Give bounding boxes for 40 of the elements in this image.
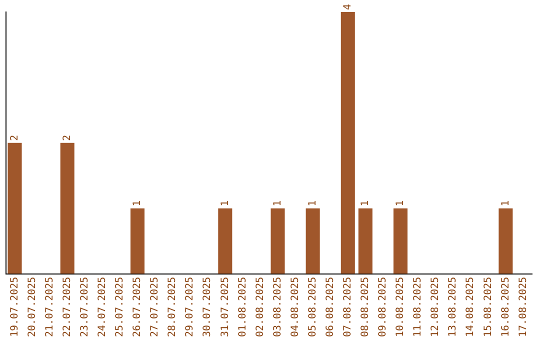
x-tick-label: 05.08.2025 — [307, 276, 318, 338]
data-label: 1 — [360, 200, 372, 206]
x-tick-label: 24.07.2025 — [97, 276, 108, 338]
data-label: 1 — [220, 200, 231, 206]
x-tick-label: 04.08.2025 — [290, 276, 301, 338]
x-tick-label: 30.07.2025 — [202, 276, 214, 338]
data-label: 1 — [272, 200, 284, 206]
x-tick-label: 26.07.2025 — [132, 276, 144, 338]
data-label: 1 — [395, 200, 406, 206]
x-tick-label: 22.07.2025 — [62, 276, 73, 338]
data-label: 2 — [62, 134, 73, 141]
x-tick-label: 14.08.2025 — [465, 276, 476, 338]
x-tick-label: 17.08.2025 — [518, 276, 529, 338]
x-tick-label: 07.08.2025 — [342, 276, 354, 338]
data-label: 1 — [307, 200, 318, 206]
x-tick-label: 16.08.2025 — [500, 276, 512, 338]
x-tick-label: 29.07.2025 — [184, 276, 196, 338]
x-tick-label: 25.07.2025 — [114, 276, 126, 338]
x-tick-label: 21.07.2025 — [44, 276, 56, 338]
x-tick-label: 01.08.2025 — [237, 276, 248, 338]
x-tick-label: 20.07.2025 — [26, 276, 38, 338]
x-tick-label: 28.07.2025 — [167, 276, 178, 338]
x-tick-label: 19.07.2025 — [9, 276, 20, 338]
x-tick-label: 08.08.2025 — [360, 276, 372, 338]
x-tick-label: 09.08.2025 — [378, 276, 389, 338]
x-tick-label: 23.07.2025 — [79, 276, 90, 338]
data-label: 1 — [132, 200, 144, 206]
data-label: 4 — [342, 4, 354, 10]
data-label: 2 — [9, 134, 20, 141]
x-tick-label: 12.08.2025 — [430, 276, 442, 338]
x-tick-label: 02.08.2025 — [254, 276, 266, 338]
x-tick-label: 27.07.2025 — [150, 276, 161, 338]
x-tick-label: 31.07.2025 — [220, 276, 231, 338]
x-tick-label: 15.08.2025 — [482, 276, 494, 338]
x-tick-label: 10.08.2025 — [395, 276, 406, 338]
x-tick-label: 03.08.2025 — [272, 276, 284, 338]
x-tick-label: 11.08.2025 — [412, 276, 424, 338]
x-tick-label: 13.08.2025 — [448, 276, 459, 338]
x-tick-label: 06.08.2025 — [324, 276, 336, 338]
data-label: 1 — [500, 200, 512, 206]
